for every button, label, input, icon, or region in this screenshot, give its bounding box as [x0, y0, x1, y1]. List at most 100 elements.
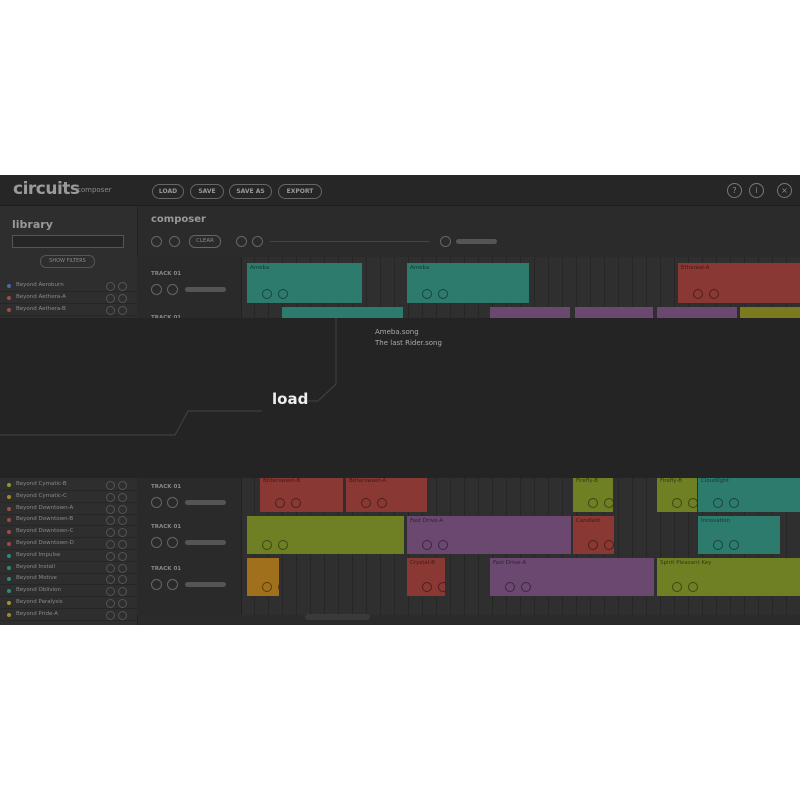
- library-item[interactable]: Beyond Cymatic-C: [0, 491, 137, 503]
- clip-mute[interactable]: [377, 498, 387, 508]
- item-preview[interactable]: [106, 306, 115, 315]
- filter-button[interactable]: SHOW FILTERS: [40, 255, 95, 268]
- item-preview[interactable]: [106, 481, 115, 490]
- item-preview[interactable]: [106, 575, 115, 585]
- clip-play[interactable]: [422, 582, 432, 592]
- clip[interactable]: Firefly-B: [657, 476, 697, 512]
- item-preview[interactable]: [106, 528, 115, 538]
- clip-play[interactable]: [361, 498, 371, 508]
- item-preview[interactable]: [106, 282, 115, 291]
- library-item[interactable]: Beyond Aethera-A: [0, 292, 137, 304]
- file-item[interactable]: Ameba.song: [375, 328, 419, 336]
- clip-mute[interactable]: [291, 498, 301, 508]
- scrollbar[interactable]: [305, 614, 370, 620]
- item-add[interactable]: [118, 610, 127, 620]
- file-item[interactable]: The last Rider.song: [375, 339, 442, 347]
- clip-play[interactable]: [713, 498, 723, 508]
- item-preview[interactable]: [106, 516, 115, 526]
- clip-play[interactable]: [262, 540, 272, 550]
- clip-mute[interactable]: [729, 498, 739, 508]
- track-mute[interactable]: [167, 497, 178, 508]
- library-item[interactable]: Beyond Aethera-B: [0, 304, 137, 316]
- library-item[interactable]: Beyond Downtown-B: [0, 514, 137, 527]
- clip-mute[interactable]: [688, 498, 697, 508]
- library-item[interactable]: Beyond Impulse: [0, 550, 137, 562]
- clip[interactable]: [247, 516, 404, 554]
- item-add[interactable]: [118, 551, 127, 561]
- item-add[interactable]: [118, 294, 127, 303]
- library-item[interactable]: Beyond Aeroburn: [0, 280, 137, 292]
- track-mute[interactable]: [167, 537, 178, 548]
- library-item[interactable]: Beyond Motive: [0, 573, 137, 586]
- rewind-button[interactable]: [236, 236, 247, 247]
- item-preview[interactable]: [106, 610, 115, 620]
- item-add[interactable]: [118, 563, 127, 573]
- item-add[interactable]: [118, 306, 127, 315]
- clip[interactable]: Bittersweet-B: [260, 476, 343, 512]
- item-preview[interactable]: [106, 551, 115, 561]
- library-item[interactable]: Beyond Install: [0, 562, 137, 574]
- library-item[interactable]: Beyond Cymatic-B: [0, 479, 137, 491]
- clip-mute[interactable]: [438, 540, 448, 550]
- library-item[interactable]: Beyond Paralysis: [0, 597, 137, 609]
- header-icon[interactable]: ?: [727, 183, 742, 198]
- header-button[interactable]: SAVE AS: [229, 184, 272, 199]
- clip-play[interactable]: [422, 289, 432, 299]
- item-preview[interactable]: [106, 504, 115, 514]
- clip[interactable]: Bittersweet-A: [346, 476, 427, 512]
- track-play[interactable]: [151, 579, 162, 590]
- volume-slider[interactable]: [456, 239, 497, 244]
- header-icon[interactable]: ×: [777, 183, 792, 198]
- item-preview[interactable]: [106, 540, 115, 549]
- clip-mute[interactable]: [278, 540, 288, 550]
- clip[interactable]: Cloudlight: [698, 476, 800, 512]
- track-volume[interactable]: [185, 540, 226, 545]
- search-box[interactable]: [12, 235, 124, 248]
- clip[interactable]: Firefly-B: [573, 476, 613, 512]
- item-preview[interactable]: [106, 294, 115, 303]
- clip-mute[interactable]: [729, 540, 739, 550]
- clip-mute[interactable]: [438, 582, 445, 592]
- header-button[interactable]: LOAD: [152, 184, 184, 199]
- item-add[interactable]: [118, 540, 127, 549]
- undo-button[interactable]: [151, 236, 162, 247]
- clip-play[interactable]: [422, 540, 432, 550]
- clip-mute[interactable]: [278, 289, 288, 299]
- item-add[interactable]: [118, 492, 127, 502]
- clip[interactable]: [247, 558, 279, 596]
- clip-mute[interactable]: [709, 289, 719, 299]
- clip[interactable]: Ameba: [247, 263, 362, 303]
- item-preview[interactable]: [106, 587, 115, 597]
- track-volume[interactable]: [185, 500, 226, 505]
- item-add[interactable]: [118, 575, 127, 585]
- item-preview[interactable]: [106, 563, 115, 573]
- clip-mute[interactable]: [521, 582, 531, 592]
- track-volume[interactable]: [185, 582, 226, 587]
- clip-mute[interactable]: [438, 289, 448, 299]
- clip[interactable]: Spirit Pleasant Key: [657, 558, 800, 596]
- clip[interactable]: Candlelit: [573, 516, 614, 554]
- clip-mute[interactable]: [604, 540, 614, 550]
- item-add[interactable]: [118, 528, 127, 538]
- track-volume[interactable]: [185, 287, 226, 292]
- clip[interactable]: Innovation: [698, 516, 780, 554]
- item-add[interactable]: [118, 516, 127, 526]
- volume-button[interactable]: [440, 236, 451, 247]
- track-mute[interactable]: [167, 579, 178, 590]
- clip[interactable]: Fast Drive-A: [490, 558, 654, 596]
- clip[interactable]: Ameba: [407, 263, 529, 303]
- header-icon[interactable]: i: [749, 183, 764, 198]
- redo-button[interactable]: [169, 236, 180, 247]
- clear-button[interactable]: CLEAR: [189, 235, 221, 248]
- clip-play[interactable]: [505, 582, 515, 592]
- library-item[interactable]: Beyond Pride-A: [0, 609, 137, 621]
- item-add[interactable]: [118, 481, 127, 490]
- track-play[interactable]: [151, 537, 162, 548]
- clip-mute[interactable]: [688, 582, 698, 592]
- clip-play[interactable]: [672, 498, 682, 508]
- clip-play[interactable]: [713, 540, 723, 550]
- play-button[interactable]: [252, 236, 263, 247]
- item-add[interactable]: [118, 504, 127, 514]
- clip-play[interactable]: [262, 582, 272, 592]
- clip-play[interactable]: [588, 498, 598, 508]
